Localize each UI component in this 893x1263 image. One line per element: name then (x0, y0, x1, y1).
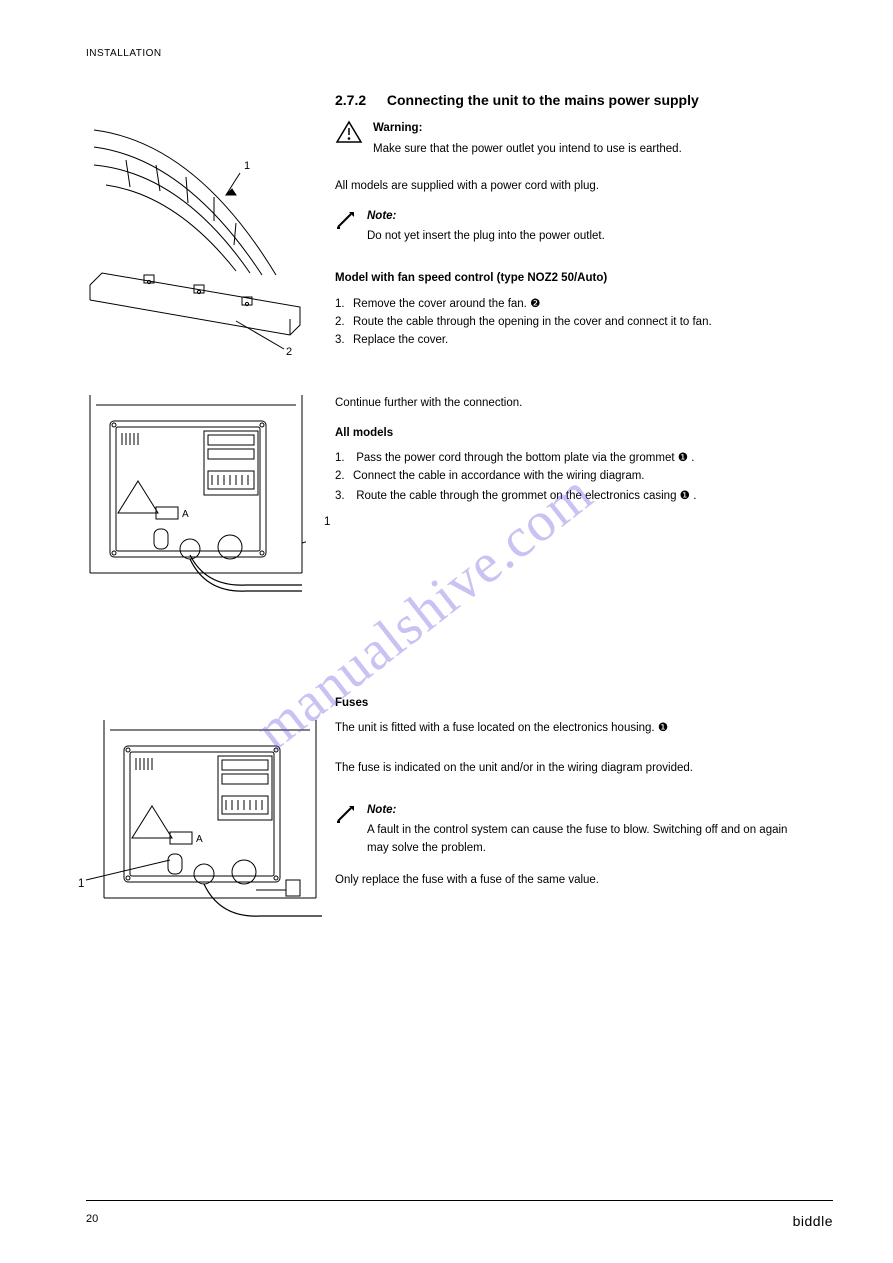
note-block: Note: Do not yet insert the plug into th… (335, 208, 805, 246)
step1-ac: Remove the cover around the fan. ❷ (353, 298, 540, 310)
step3-ac: Replace the cover. (353, 334, 448, 346)
step1-all: Pass the power cord through the bottom p… (356, 452, 694, 464)
fig2-callout-1: 1 (324, 516, 330, 528)
header-title: INSTALLATION (86, 48, 162, 59)
footer-rule (86, 1200, 833, 1201)
note-icon (335, 802, 357, 824)
fig3-callout-1: 1 (78, 878, 84, 890)
svg-text:A: A (182, 509, 189, 520)
fan-cover-svg: 1 2 (86, 125, 306, 355)
fuses-heading: Fuses (335, 695, 805, 712)
fuses-p1: The unit is fitted with a fuse located o… (335, 720, 805, 737)
warning-text: Make sure that the power outlet you inte… (373, 141, 805, 158)
fig1-callout-2: 2 (286, 346, 292, 355)
fuses-note-block: Note: A fault in the control system can … (335, 802, 805, 857)
figure-electronics-1: A (86, 395, 306, 595)
figure-electronics-2: A (86, 720, 322, 928)
brand-logo: biddle (793, 1213, 833, 1229)
note-icon (335, 208, 357, 230)
fuses-p3: Only replace the fuse with a fuse of the… (335, 872, 805, 889)
step2-ac: Route the cable through the opening in t… (353, 316, 712, 328)
heading-all: All models (335, 425, 805, 442)
section-number: 2.7.2 (335, 92, 383, 108)
body-p1: All models are supplied with a power cor… (335, 178, 805, 195)
footer-page-number: 20 (86, 1213, 98, 1225)
warning-block: Warning: Make sure that the power outlet… (335, 120, 805, 159)
svg-text:A: A (196, 834, 203, 845)
figure-fan-cover: 1 2 (86, 125, 306, 355)
between-para: Continue further with the connection. (335, 395, 805, 412)
heading-model-ac: Model with fan speed control (type NOZ2 … (335, 270, 805, 287)
section-title: Connecting the unit to the mains power s… (387, 92, 699, 108)
note-label: Note: (367, 210, 396, 222)
step2-all: Connect the cable in accordance with the… (353, 470, 645, 482)
fig1-callout-1: 1 (244, 160, 250, 172)
warning-icon (335, 120, 363, 144)
electronics-svg-1: A (86, 395, 306, 595)
page-container: INSTALLATION 2.7.2 Connecting the unit t… (0, 0, 893, 1263)
note-text: Do not yet insert the plug into the powe… (367, 228, 805, 245)
steps-all: 1. Pass the power cord through the botto… (335, 450, 805, 508)
section-heading: 2.7.2 Connecting the unit to the mains p… (335, 92, 699, 108)
step3-all: Route the cable through the grommet on t… (356, 490, 696, 502)
fuses-note-label: Note: (367, 804, 396, 816)
fuses-p2: The fuse is indicated on the unit and/or… (335, 760, 805, 777)
steps-ac: 1.Remove the cover around the fan. ❷ 2.R… (335, 296, 805, 352)
warning-label: Warning: (373, 122, 422, 134)
electronics-svg-2: A (86, 720, 322, 928)
fuses-note-text: A fault in the control system can cause … (367, 822, 805, 857)
